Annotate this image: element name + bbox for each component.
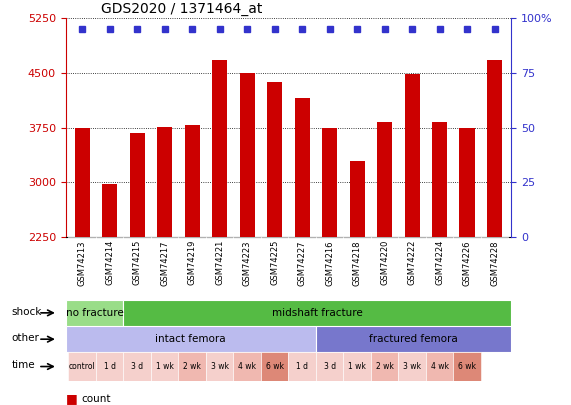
Bar (157, 127, 172, 237)
Bar (377, 122, 392, 237)
Bar (234, 237, 261, 300)
Bar (460, 128, 475, 237)
Text: 3 d: 3 d (324, 362, 336, 371)
Bar (130, 133, 144, 237)
Text: GSM74220: GSM74220 (380, 240, 389, 286)
Text: other: other (12, 333, 40, 343)
Bar (212, 60, 227, 237)
Text: GSM74213: GSM74213 (78, 240, 87, 286)
Text: 6 wk: 6 wk (458, 362, 476, 371)
Bar (343, 352, 371, 381)
Text: 3 wk: 3 wk (211, 362, 228, 371)
Bar (178, 352, 206, 381)
Bar (295, 98, 309, 237)
Bar (234, 352, 261, 381)
Text: fractured femora: fractured femora (369, 334, 458, 344)
Text: 1 wk: 1 wk (348, 362, 366, 371)
Text: no fracture: no fracture (66, 308, 123, 318)
Bar (123, 237, 151, 300)
Bar (96, 237, 123, 300)
Text: GSM74226: GSM74226 (463, 240, 472, 286)
Bar (69, 352, 96, 381)
Bar (151, 237, 178, 300)
Text: 4 wk: 4 wk (431, 362, 449, 371)
Bar (75, 128, 90, 237)
Bar (288, 352, 316, 381)
Text: 1 d: 1 d (104, 362, 116, 371)
Bar (343, 237, 371, 300)
Text: control: control (69, 362, 95, 371)
Text: GSM74224: GSM74224 (435, 240, 444, 286)
Text: GSM74225: GSM74225 (270, 240, 279, 286)
Text: 2 wk: 2 wk (376, 362, 393, 371)
Bar (316, 326, 511, 352)
Text: 6 wk: 6 wk (266, 362, 284, 371)
Bar (404, 75, 420, 237)
Bar (151, 352, 178, 381)
Bar (184, 126, 200, 237)
Text: 3 wk: 3 wk (403, 362, 421, 371)
Text: count: count (82, 394, 111, 404)
Bar (102, 184, 117, 237)
Bar (399, 352, 426, 381)
Text: GSM74218: GSM74218 (352, 240, 361, 286)
Bar (426, 237, 453, 300)
Bar (240, 73, 255, 237)
Bar (371, 352, 399, 381)
Bar (69, 237, 96, 300)
Text: shock: shock (12, 307, 42, 317)
Text: midshaft fracture: midshaft fracture (272, 308, 363, 318)
Bar (261, 237, 288, 300)
Bar (96, 352, 123, 381)
Text: time: time (12, 360, 35, 370)
Text: GSM74228: GSM74228 (490, 240, 499, 286)
Text: ■: ■ (66, 392, 78, 405)
Bar (481, 237, 508, 300)
Bar (288, 237, 316, 300)
Bar (432, 122, 447, 237)
Text: 2 wk: 2 wk (183, 362, 201, 371)
Text: GSM74222: GSM74222 (408, 240, 417, 286)
Bar (66, 326, 316, 352)
Bar (453, 352, 481, 381)
Bar (426, 352, 453, 381)
Bar (267, 82, 282, 237)
Text: intact femora: intact femora (155, 334, 226, 344)
Bar (453, 237, 481, 300)
Text: GSM74216: GSM74216 (325, 240, 334, 286)
Text: GSM74214: GSM74214 (105, 240, 114, 286)
Text: GSM74227: GSM74227 (297, 240, 307, 286)
Bar (123, 300, 511, 326)
Bar (66, 300, 123, 326)
Text: GSM74215: GSM74215 (132, 240, 142, 286)
Text: GSM74221: GSM74221 (215, 240, 224, 286)
Text: 3 d: 3 d (131, 362, 143, 371)
Text: GDS2020 / 1371464_at: GDS2020 / 1371464_at (101, 2, 263, 16)
Bar (349, 161, 365, 237)
Text: 1 wk: 1 wk (156, 362, 174, 371)
Text: 4 wk: 4 wk (238, 362, 256, 371)
Text: GSM74219: GSM74219 (188, 240, 196, 286)
Bar (123, 352, 151, 381)
Bar (371, 237, 399, 300)
Bar (399, 237, 426, 300)
Bar (261, 352, 288, 381)
Bar (206, 237, 234, 300)
Bar (487, 60, 502, 237)
Bar (206, 352, 234, 381)
Text: 1 d: 1 d (296, 362, 308, 371)
Text: GSM74217: GSM74217 (160, 240, 169, 286)
Bar (322, 128, 337, 237)
Text: GSM74223: GSM74223 (243, 240, 252, 286)
Bar (316, 352, 343, 381)
Bar (316, 237, 343, 300)
Bar (178, 237, 206, 300)
